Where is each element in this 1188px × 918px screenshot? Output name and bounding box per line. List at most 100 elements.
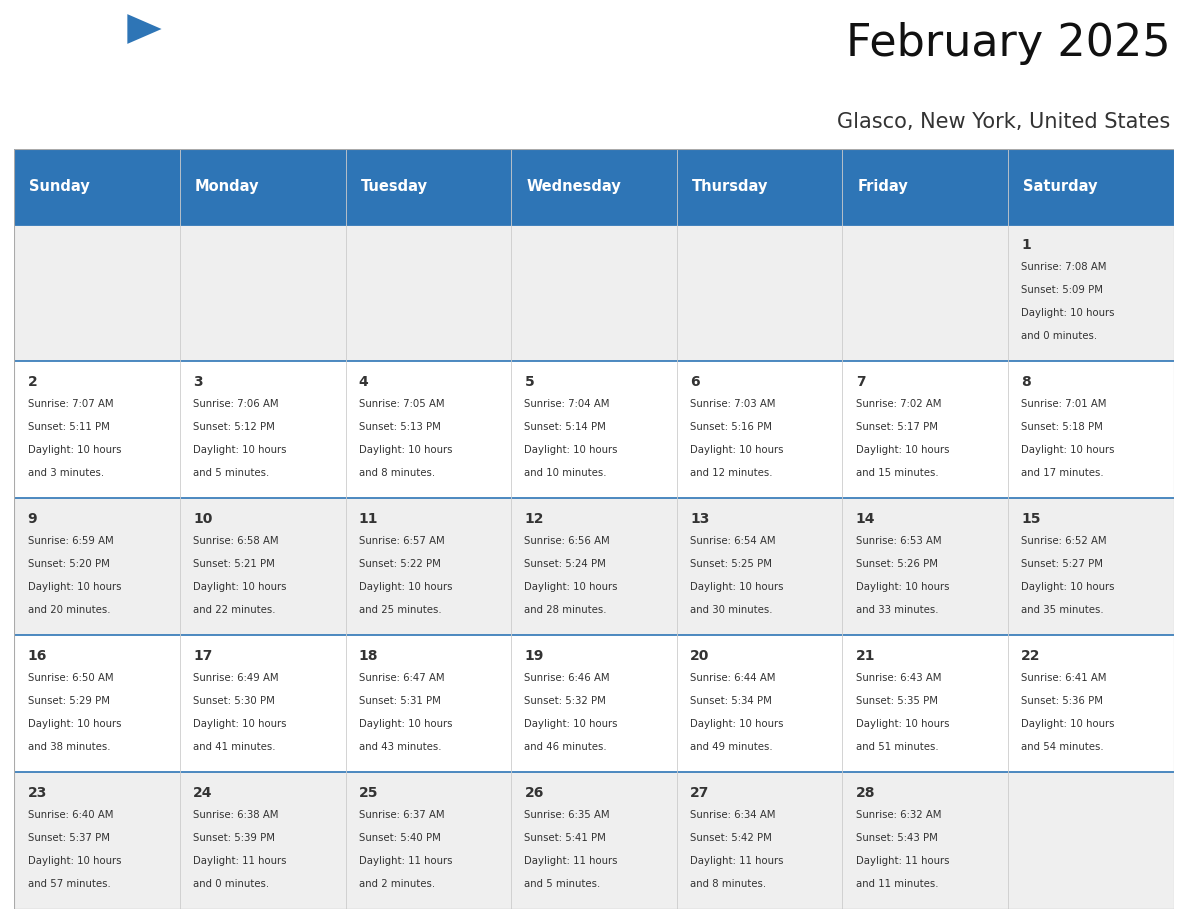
Text: Sunrise: 7:06 AM: Sunrise: 7:06 AM: [194, 399, 279, 409]
Bar: [1009, 224, 1174, 361]
Text: Daylight: 10 hours: Daylight: 10 hours: [690, 719, 784, 729]
Text: Daylight: 11 hours: Daylight: 11 hours: [194, 856, 286, 866]
Text: Sunday: Sunday: [30, 179, 90, 194]
Text: Sunrise: 6:40 AM: Sunrise: 6:40 AM: [27, 811, 113, 820]
Text: and 49 minutes.: and 49 minutes.: [690, 742, 772, 752]
Text: 1: 1: [1022, 238, 1031, 252]
Text: Sunset: 5:42 PM: Sunset: 5:42 PM: [690, 833, 772, 843]
Text: Daylight: 10 hours: Daylight: 10 hours: [359, 719, 453, 729]
Bar: [1009, 498, 1174, 635]
Text: Sunrise: 6:38 AM: Sunrise: 6:38 AM: [194, 811, 279, 820]
Text: Sunset: 5:32 PM: Sunset: 5:32 PM: [524, 696, 606, 706]
Bar: [179, 635, 346, 772]
Text: Sunset: 5:17 PM: Sunset: 5:17 PM: [855, 422, 937, 432]
Text: Wednesday: Wednesday: [526, 179, 621, 194]
Text: Sunset: 5:41 PM: Sunset: 5:41 PM: [524, 833, 606, 843]
Bar: [842, 361, 1009, 498]
Bar: [346, 635, 511, 772]
Text: Sunset: 5:12 PM: Sunset: 5:12 PM: [194, 422, 276, 432]
Text: and 8 minutes.: and 8 minutes.: [359, 468, 435, 478]
Bar: [511, 635, 677, 772]
Text: and 33 minutes.: and 33 minutes.: [855, 605, 939, 615]
Text: Daylight: 10 hours: Daylight: 10 hours: [855, 445, 949, 455]
Bar: [511, 498, 677, 635]
Text: 2: 2: [27, 375, 37, 388]
Text: Sunset: 5:43 PM: Sunset: 5:43 PM: [855, 833, 937, 843]
Text: 28: 28: [855, 786, 876, 800]
Text: Sunrise: 6:52 AM: Sunrise: 6:52 AM: [1022, 536, 1107, 546]
Text: Saturday: Saturday: [1023, 179, 1098, 194]
Text: and 15 minutes.: and 15 minutes.: [855, 468, 939, 478]
Text: 6: 6: [690, 375, 700, 388]
Bar: [179, 498, 346, 635]
Text: Daylight: 10 hours: Daylight: 10 hours: [359, 582, 453, 592]
Text: Sunrise: 7:01 AM: Sunrise: 7:01 AM: [1022, 399, 1107, 409]
Text: Daylight: 10 hours: Daylight: 10 hours: [690, 582, 784, 592]
Text: and 51 minutes.: and 51 minutes.: [855, 742, 939, 752]
Text: and 41 minutes.: and 41 minutes.: [194, 742, 276, 752]
Text: and 12 minutes.: and 12 minutes.: [690, 468, 772, 478]
Text: 9: 9: [27, 511, 37, 526]
Text: and 22 minutes.: and 22 minutes.: [194, 605, 276, 615]
Text: 20: 20: [690, 649, 709, 663]
Text: and 2 minutes.: and 2 minutes.: [359, 879, 435, 889]
Text: and 28 minutes.: and 28 minutes.: [524, 605, 607, 615]
Text: Sunset: 5:21 PM: Sunset: 5:21 PM: [194, 559, 276, 569]
Text: Daylight: 10 hours: Daylight: 10 hours: [524, 719, 618, 729]
Bar: [346, 498, 511, 635]
Text: Sunrise: 7:04 AM: Sunrise: 7:04 AM: [524, 399, 609, 409]
Bar: [179, 149, 346, 224]
Text: Sunrise: 6:34 AM: Sunrise: 6:34 AM: [690, 811, 776, 820]
Text: Daylight: 10 hours: Daylight: 10 hours: [1022, 445, 1114, 455]
Text: Sunset: 5:14 PM: Sunset: 5:14 PM: [524, 422, 606, 432]
Text: Daylight: 10 hours: Daylight: 10 hours: [1022, 719, 1114, 729]
Text: 24: 24: [194, 786, 213, 800]
Text: 17: 17: [194, 649, 213, 663]
Text: Daylight: 10 hours: Daylight: 10 hours: [690, 445, 784, 455]
Bar: [14, 498, 179, 635]
Text: Sunrise: 6:54 AM: Sunrise: 6:54 AM: [690, 536, 776, 546]
Text: Daylight: 10 hours: Daylight: 10 hours: [27, 582, 121, 592]
Text: Sunrise: 6:49 AM: Sunrise: 6:49 AM: [194, 673, 279, 683]
Text: and 0 minutes.: and 0 minutes.: [1022, 330, 1098, 341]
Text: and 43 minutes.: and 43 minutes.: [359, 742, 441, 752]
Text: 5: 5: [524, 375, 535, 388]
Text: 11: 11: [359, 511, 378, 526]
Text: Sunset: 5:39 PM: Sunset: 5:39 PM: [194, 833, 276, 843]
Text: Sunrise: 7:08 AM: Sunrise: 7:08 AM: [1022, 263, 1107, 273]
Bar: [14, 772, 179, 909]
Text: Sunrise: 6:56 AM: Sunrise: 6:56 AM: [524, 536, 611, 546]
Text: and 38 minutes.: and 38 minutes.: [27, 742, 110, 752]
Text: Sunset: 5:13 PM: Sunset: 5:13 PM: [359, 422, 441, 432]
Bar: [511, 224, 677, 361]
Text: Tuesday: Tuesday: [360, 179, 428, 194]
Text: Daylight: 10 hours: Daylight: 10 hours: [524, 582, 618, 592]
Bar: [677, 498, 842, 635]
Text: and 8 minutes.: and 8 minutes.: [690, 879, 766, 889]
Text: Sunset: 5:30 PM: Sunset: 5:30 PM: [194, 696, 276, 706]
Text: and 17 minutes.: and 17 minutes.: [1022, 468, 1104, 478]
Bar: [346, 224, 511, 361]
Text: Daylight: 10 hours: Daylight: 10 hours: [27, 719, 121, 729]
Text: Daylight: 10 hours: Daylight: 10 hours: [855, 582, 949, 592]
Text: Sunrise: 6:35 AM: Sunrise: 6:35 AM: [524, 811, 611, 820]
Polygon shape: [127, 14, 162, 44]
Text: Sunset: 5:16 PM: Sunset: 5:16 PM: [690, 422, 772, 432]
Text: Sunrise: 6:44 AM: Sunrise: 6:44 AM: [690, 673, 776, 683]
Bar: [346, 149, 511, 224]
Text: 8: 8: [1022, 375, 1031, 388]
Text: February 2025: February 2025: [846, 22, 1170, 65]
Text: Sunset: 5:31 PM: Sunset: 5:31 PM: [359, 696, 441, 706]
Bar: [346, 772, 511, 909]
Text: Sunrise: 6:59 AM: Sunrise: 6:59 AM: [27, 536, 113, 546]
Text: Daylight: 10 hours: Daylight: 10 hours: [27, 856, 121, 866]
Bar: [179, 224, 346, 361]
Text: 19: 19: [524, 649, 544, 663]
Text: Daylight: 11 hours: Daylight: 11 hours: [524, 856, 618, 866]
Text: 15: 15: [1022, 511, 1041, 526]
Text: Daylight: 10 hours: Daylight: 10 hours: [855, 719, 949, 729]
Text: Sunset: 5:36 PM: Sunset: 5:36 PM: [1022, 696, 1104, 706]
Text: and 11 minutes.: and 11 minutes.: [855, 879, 939, 889]
Text: Sunset: 5:26 PM: Sunset: 5:26 PM: [855, 559, 937, 569]
Text: 4: 4: [359, 375, 368, 388]
